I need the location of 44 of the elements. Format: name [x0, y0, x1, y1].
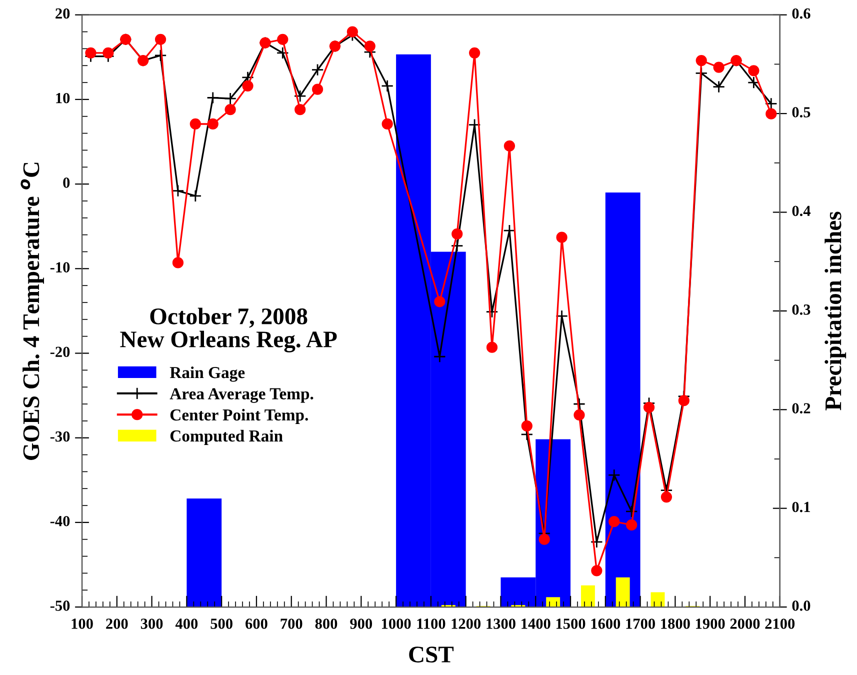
- y-tick-label: 0: [63, 178, 70, 188]
- x-tick-label: 200: [106, 618, 128, 629]
- y-tick-label: -30: [50, 431, 70, 442]
- x-tick-label: 1200: [452, 618, 481, 629]
- legend-label: Center Point Temp.: [170, 408, 308, 424]
- x-tick-label: 1900: [696, 618, 725, 629]
- x-tick-label: 2000: [730, 618, 760, 629]
- x-tick-label: 1100: [417, 618, 446, 629]
- x-tick-label: 100: [72, 618, 93, 629]
- x-tick-label: 500: [210, 618, 232, 629]
- x-tick-label: 2100: [765, 618, 795, 629]
- y2-tick-label: 0.3: [792, 304, 810, 315]
- x-tick-label: 800: [315, 618, 338, 629]
- y-tick-label: -10: [50, 262, 70, 272]
- legend-label: Rain Gage: [170, 366, 245, 382]
- y2-tick-label: 0.4: [792, 206, 810, 216]
- y2-tick-label: 0.1: [792, 502, 810, 512]
- y-tick-label: -20: [50, 346, 70, 358]
- y-tick-label: -40: [50, 516, 70, 526]
- y-tick-label: 20: [56, 8, 70, 19]
- x-tick-label: 400: [175, 618, 198, 629]
- y-tick-label: 10: [56, 92, 70, 104]
- text: October 7, 2008 New Orleans Reg. AP: [120, 308, 337, 352]
- legend-label: Area Average Temp.: [170, 388, 314, 403]
- y2-tick-label: 0.5: [792, 107, 810, 118]
- y2-axis-title: Precipitation inches: [824, 212, 846, 410]
- y2-tick-label: 0.2: [792, 403, 810, 414]
- y2-tick-label: 0.6: [792, 8, 810, 19]
- y-axis-title: GOES Ch. 4 Temperature $^{o}$C: [20, 162, 44, 460]
- x-tick-label: 1600: [591, 618, 620, 629]
- x-tick-label: 1700: [626, 618, 655, 629]
- x-axis-title: CST: [409, 646, 454, 662]
- x-tick-label: 1500: [556, 618, 586, 629]
- x-tick-label: 1300: [486, 618, 516, 629]
- y-tick-label: -50: [50, 600, 70, 611]
- x-tick-label: 1800: [661, 618, 690, 629]
- x-tick-label: 1400: [522, 618, 550, 629]
- x-tick-label: 700: [280, 618, 302, 629]
- y2-tick-label: 0.0: [792, 600, 810, 611]
- x-tick-label: 600: [246, 618, 268, 629]
- x-tick-label: 300: [140, 618, 163, 629]
- x-tick-label: 1000: [382, 618, 411, 629]
- legend-label: Computed Rain: [170, 430, 283, 445]
- x-tick-label: 900: [350, 618, 372, 629]
